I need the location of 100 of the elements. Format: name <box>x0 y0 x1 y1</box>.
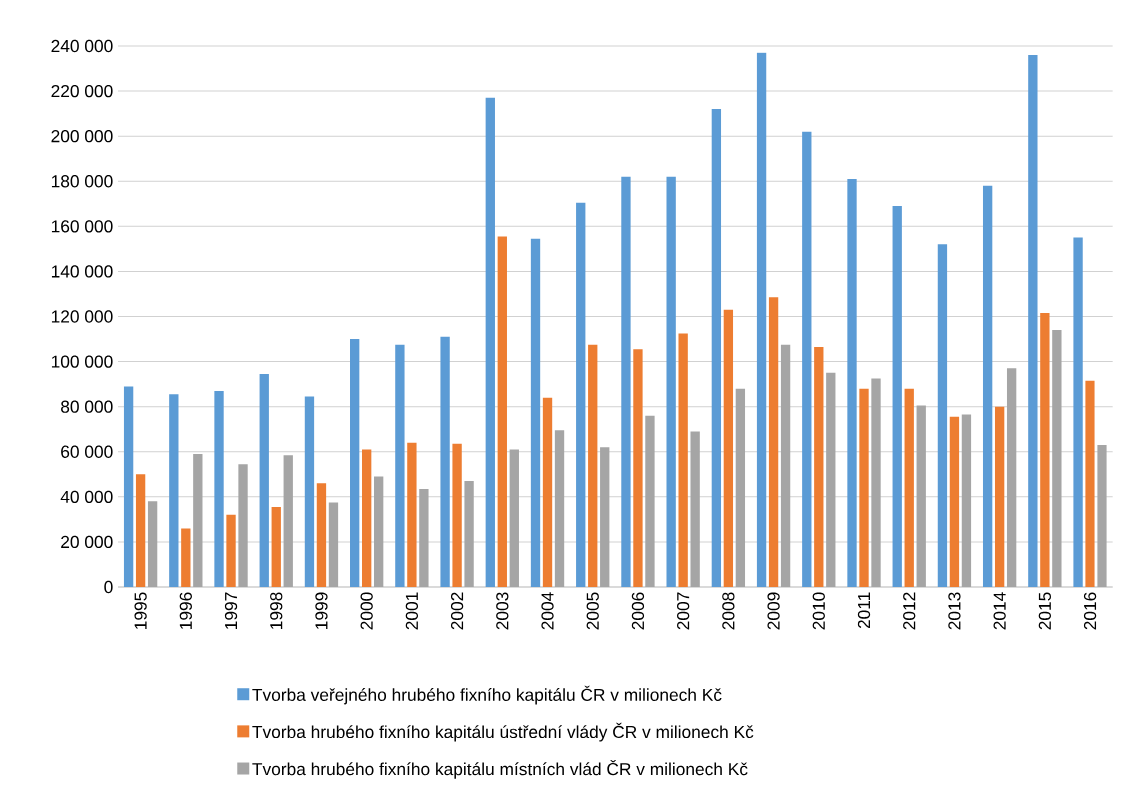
bar <box>554 430 565 587</box>
bar <box>530 238 541 587</box>
bar <box>666 176 676 587</box>
bar <box>645 415 655 587</box>
x-tick-label: 2013 <box>948 592 961 630</box>
legend-label: Tvorba hrubého fixního kapitálu ústřední vlády ČR v milionech Kč <box>252 722 754 742</box>
bar <box>802 131 812 587</box>
bar <box>193 454 203 587</box>
bar <box>181 528 191 587</box>
y-tick-label: 160 000 <box>51 220 113 233</box>
y-tick-label: 240 000 <box>51 39 113 53</box>
x-tick-label: 2011 <box>857 592 871 629</box>
bar <box>690 431 700 587</box>
bar <box>588 344 598 587</box>
x-tick-label: 2015 <box>1038 592 1051 630</box>
x-tick-label: 2006 <box>631 592 645 630</box>
bar <box>814 346 824 587</box>
bar <box>1028 55 1038 587</box>
x-tick-label: 2007 <box>677 592 690 630</box>
x-tick-label: 2014 <box>993 592 1006 630</box>
x-tick-label: 2012 <box>903 592 916 630</box>
bar <box>214 390 224 587</box>
y-tick-label: 120 000 <box>51 310 113 323</box>
legend-label: Tvorba hrubého fixního kapitálu místních vlád ČR v milionech Kč <box>252 759 748 779</box>
x-tick-label: 2009 <box>767 592 780 630</box>
y-tick-label: 40 000 <box>60 490 113 503</box>
y-tick-label: 140 000 <box>51 265 113 278</box>
bar <box>961 414 972 587</box>
bar <box>859 388 869 587</box>
bar <box>916 405 926 587</box>
bar <box>1040 313 1050 587</box>
x-tick-label: 1995 <box>134 592 147 629</box>
x-tick-label: 2004 <box>541 592 554 630</box>
legend-label: Tvorba veřejného hrubého fixního kapitálu ČR v milionech Kč <box>252 685 722 705</box>
bar <box>169 394 179 587</box>
y-tick-label: 80 000 <box>61 400 113 413</box>
y-tick-label: 100 000 <box>51 355 113 368</box>
bar <box>678 333 688 587</box>
bar <box>419 488 429 587</box>
bar <box>407 442 417 587</box>
bar <box>1006 368 1017 587</box>
bar <box>576 202 586 587</box>
x-tick-label: 1999 <box>315 592 328 629</box>
bar <box>600 447 610 587</box>
bar <box>374 476 384 587</box>
y-tick-label: 0 <box>104 580 113 594</box>
bar <box>1073 237 1083 587</box>
bar <box>485 97 495 587</box>
bar <box>350 339 360 587</box>
x-tick-label: 1998 <box>270 592 283 629</box>
bar <box>440 336 450 587</box>
bar <box>497 236 507 587</box>
bar <box>226 514 236 587</box>
y-tick-label: 200 000 <box>51 130 113 143</box>
bar <box>780 344 791 587</box>
bar <box>395 344 405 587</box>
bar <box>723 309 734 587</box>
bar <box>711 109 722 587</box>
bar <box>123 386 134 587</box>
bar <box>283 455 293 587</box>
bar <box>621 176 631 587</box>
bar <box>509 449 519 587</box>
x-tick-label: 2005 <box>586 592 599 630</box>
x-tick-label: 2002 <box>450 592 464 630</box>
y-tick-label: 220 000 <box>51 84 113 98</box>
bar <box>756 52 767 587</box>
bar <box>949 416 960 587</box>
bar <box>1052 330 1062 587</box>
bar <box>328 502 339 587</box>
bar <box>238 464 248 587</box>
y-tick-label: 20 000 <box>61 535 113 549</box>
bar <box>259 373 269 587</box>
x-tick-label: 1997 <box>224 592 238 629</box>
x-tick-label: 2016 <box>1083 592 1097 630</box>
bar <box>826 372 836 587</box>
bar <box>304 396 315 587</box>
bar <box>1085 380 1095 587</box>
y-tick-label: 60 000 <box>61 445 113 458</box>
bar <box>735 388 746 587</box>
bar <box>892 206 902 587</box>
x-tick-label: 2010 <box>812 592 825 630</box>
x-tick-label: 2000 <box>360 592 373 630</box>
bar <box>542 397 553 587</box>
bar <box>871 378 881 587</box>
y-tick-label: 180 000 <box>51 175 113 188</box>
bar <box>316 483 327 587</box>
bar <box>1097 444 1107 587</box>
bar <box>904 388 914 587</box>
x-tick-label: 1996 <box>179 592 192 629</box>
x-tick-label: 2001 <box>405 592 419 630</box>
x-tick-label: 2003 <box>496 592 509 630</box>
x-tick-label: 2008 <box>722 592 735 630</box>
bar <box>633 349 643 587</box>
bar <box>452 443 462 587</box>
bar <box>994 406 1005 587</box>
bar <box>147 501 158 587</box>
bar <box>982 185 993 587</box>
bar <box>937 244 948 587</box>
bar <box>135 474 146 587</box>
bar <box>362 449 372 587</box>
